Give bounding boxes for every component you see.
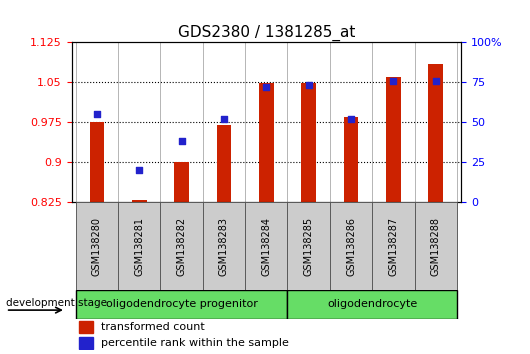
Bar — [217, 125, 232, 202]
Point — [178, 138, 186, 144]
Bar — [343, 118, 358, 202]
Title: GDS2380 / 1381285_at: GDS2380 / 1381285_at — [178, 25, 355, 41]
Text: GSM138283: GSM138283 — [219, 217, 229, 275]
Point — [389, 78, 398, 84]
Point — [93, 112, 101, 117]
Bar — [161, 202, 203, 290]
Text: GSM138281: GSM138281 — [134, 217, 144, 275]
Text: oligodendrocyte progenitor: oligodendrocyte progenitor — [105, 299, 258, 309]
Point — [431, 78, 440, 84]
Text: GSM138282: GSM138282 — [176, 216, 187, 276]
Bar — [203, 202, 245, 290]
Point — [304, 82, 313, 88]
Bar — [90, 122, 104, 202]
Point — [135, 167, 144, 173]
Bar — [259, 84, 273, 202]
Text: percentile rank within the sample: percentile rank within the sample — [101, 338, 289, 348]
Text: GSM138280: GSM138280 — [92, 217, 102, 275]
Bar — [174, 162, 189, 202]
Text: GSM138284: GSM138284 — [261, 217, 271, 275]
Point — [347, 116, 355, 122]
Bar — [372, 202, 414, 290]
Text: development stage: development stage — [6, 298, 107, 308]
Bar — [287, 202, 330, 290]
Text: oligodendrocyte: oligodendrocyte — [327, 299, 417, 309]
Bar — [132, 200, 147, 202]
Text: GSM138288: GSM138288 — [431, 217, 440, 275]
Point — [262, 84, 271, 90]
Text: GSM138286: GSM138286 — [346, 217, 356, 275]
Bar — [76, 290, 287, 319]
Bar — [301, 84, 316, 202]
Point — [220, 116, 228, 122]
Text: transformed count: transformed count — [101, 322, 205, 332]
Bar — [80, 337, 93, 349]
Bar — [245, 202, 287, 290]
Text: GSM138287: GSM138287 — [388, 216, 399, 276]
Bar — [118, 202, 161, 290]
Bar — [76, 202, 118, 290]
Text: GSM138285: GSM138285 — [304, 216, 314, 276]
Bar — [330, 202, 372, 290]
Bar — [414, 202, 457, 290]
Bar — [386, 77, 401, 202]
Bar — [287, 290, 457, 319]
Bar — [428, 64, 443, 202]
Bar — [80, 321, 93, 333]
